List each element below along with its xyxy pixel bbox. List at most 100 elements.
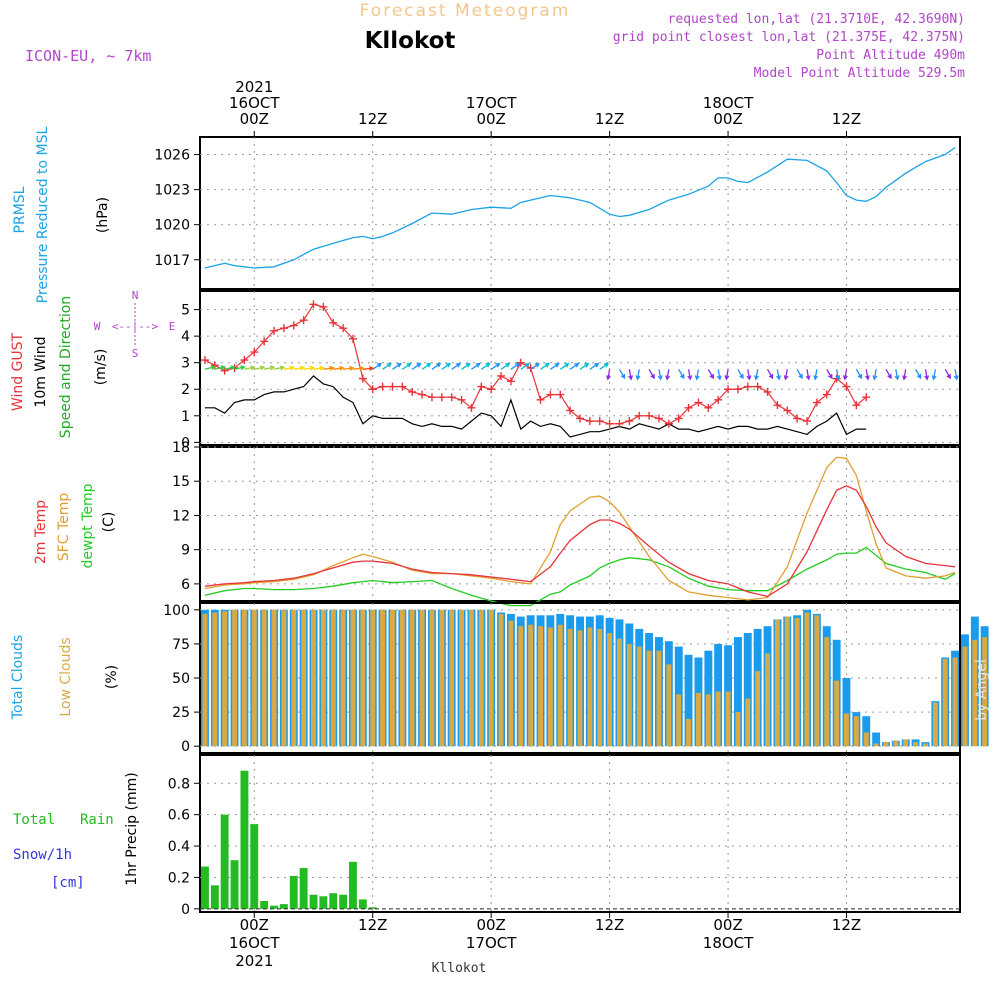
low-cloud-bar [271, 609, 277, 747]
low-cloud-bar [705, 694, 711, 747]
wind-direction-arrow [283, 365, 296, 371]
y-tick-label: 1017 [154, 253, 190, 269]
low-cloud-bar [626, 643, 632, 747]
low-cloud-bar [794, 618, 800, 747]
precip-total-label: Total [13, 812, 55, 828]
low-cloud-bar [942, 658, 948, 747]
y-tick-label: 4 [181, 329, 190, 345]
temp-unit: (C) [101, 512, 117, 533]
wind-direction-arrow [293, 365, 305, 371]
low-cloud-bar [557, 624, 563, 747]
low-cloud-bar [636, 646, 642, 747]
low-cloud-bar [725, 691, 731, 747]
low-cloud-bar [222, 611, 228, 747]
wind-direction-arrow [737, 368, 744, 380]
wind-gust-marker [299, 316, 308, 325]
top-axis-label: 2021 [235, 78, 273, 96]
low-cloud-bar [409, 609, 415, 747]
low-cloud-bar [696, 693, 701, 747]
wind-direction-arrow [500, 362, 511, 370]
wind-direction-arrow [490, 362, 501, 370]
low-cloud-bar [735, 712, 741, 747]
rain-bar [368, 907, 377, 909]
temp-2m-series-line [204, 485, 956, 598]
y-tick-label: 0 [181, 739, 190, 755]
wind-direction-arrow [864, 369, 870, 381]
wind-direction-arrow [264, 365, 276, 371]
y-tick-label: 15 [172, 474, 190, 490]
low-cloud-bar [232, 609, 237, 747]
wind-gust-label: Wind GUST [10, 332, 26, 411]
wind-speed-series-line [204, 375, 867, 438]
low-cloud-bar [538, 626, 543, 747]
wind-gust-marker [862, 393, 871, 402]
rain-bar [220, 814, 229, 909]
wind-direction-arrow [599, 362, 609, 370]
pressure-desc-label: Pressure Reduced to MSL [35, 126, 51, 303]
wind-gust-marker [684, 403, 693, 412]
low-cloud-bar [251, 609, 257, 747]
wind-gust-marker [487, 385, 496, 394]
low-cloud-bar [982, 637, 988, 747]
wind-direction-arrow [648, 368, 655, 380]
bottom-axis-label: 18OCT [703, 934, 754, 952]
wind-gust-marker [615, 419, 624, 428]
wind-direction-arrow [885, 368, 892, 380]
wind-gust-marker [546, 390, 555, 399]
wind-direction-arrow [826, 368, 833, 380]
low-cloud-bar [330, 609, 336, 747]
wind-direction-arrow [813, 369, 819, 381]
y-tick-label: 1023 [154, 183, 190, 199]
wind-direction-arrow [382, 362, 392, 370]
wind-direction-arrow [842, 369, 848, 381]
wind-direction-arrow [678, 368, 685, 380]
wind-gust-marker [506, 377, 515, 386]
low-cloud-bar [399, 609, 405, 747]
wind-unit: (m/s) [93, 349, 109, 386]
pressure-unit: (hPa) [95, 197, 111, 233]
compass-south: S [132, 347, 139, 360]
bottom-axis-label: 12Z [832, 916, 861, 934]
wind-direction-arrow [855, 368, 863, 380]
low-cloud-bar [893, 740, 899, 747]
wind-direction-arrow [303, 365, 315, 371]
y-tick-label: 2 [181, 382, 190, 398]
wind-gust-marker [832, 374, 841, 383]
rain-bar [309, 894, 318, 909]
wind-gust-marker [566, 406, 575, 415]
wind-direction-arrow [657, 369, 663, 381]
wind-gust-marker [724, 385, 733, 394]
rain-bar [270, 905, 278, 909]
y-tick-label: 12 [172, 508, 190, 524]
wind-gust-marker [477, 382, 486, 391]
low-cloud-bar [547, 627, 553, 747]
wind-direction-arrow [471, 362, 481, 370]
low-cloud-bar [824, 637, 830, 747]
precip-panel: 0 0.2 0.4 0.6 0.8 [168, 754, 961, 918]
wind-direction-arrow [931, 369, 937, 381]
wind-gust-marker [200, 356, 209, 365]
footer-location: Kllokot [432, 961, 487, 976]
low-cloud-bar [449, 609, 455, 747]
wind-gust-marker [270, 326, 279, 335]
rain-bar [319, 896, 328, 909]
wind-gust-marker [348, 334, 357, 343]
low-cloud-bar [597, 628, 603, 747]
wind-gust-marker [793, 414, 802, 423]
wind-direction-arrow [392, 362, 402, 370]
clouds-panel: 0 25 50 75 100 [163, 602, 989, 755]
wind-direction-arrow [559, 362, 570, 370]
pressure-panel: 1017 1020 1023 1026 [154, 136, 961, 290]
low-cloud-bar [834, 680, 840, 747]
low-cloud-bar [656, 650, 662, 747]
y-tick-label: 1020 [154, 218, 190, 234]
wind-direction-arrow [254, 365, 266, 371]
wind-gust-marker [822, 390, 831, 399]
wind-gust-marker [803, 417, 812, 426]
low-cloud-bar [488, 609, 494, 747]
wind-direction-arrow [579, 362, 590, 370]
wind-direction-arrow [352, 365, 365, 371]
total-cloud-bar [684, 654, 693, 747]
